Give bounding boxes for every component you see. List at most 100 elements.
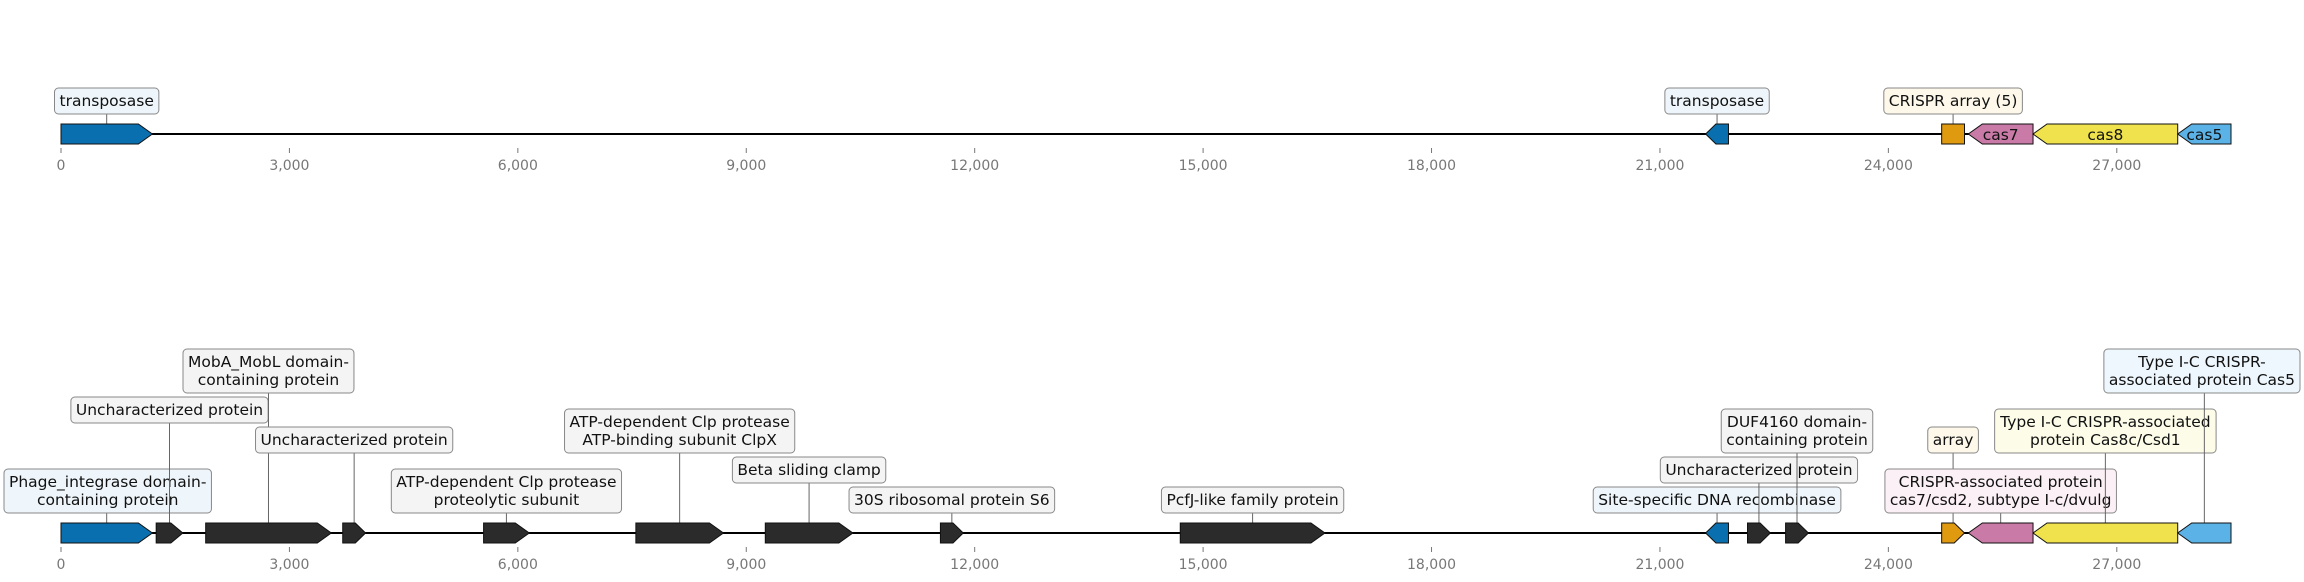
feature-label: Beta sliding clamp xyxy=(737,461,880,479)
gene-transposase xyxy=(1704,522,1729,544)
gene-transposase xyxy=(60,123,154,145)
axis-tick-label: 27,000 xyxy=(2092,557,2141,573)
gene-label: cas5 xyxy=(2186,126,2222,144)
feature-label-box: PcfJ-like family protein xyxy=(1160,486,1345,514)
gene-transposase xyxy=(1704,123,1729,145)
feature-label: Type I-C CRISPR-associated protein Cas8c/… xyxy=(1999,413,2210,449)
label-box-frame xyxy=(564,408,796,454)
feature-label-box: transposase xyxy=(1664,87,1770,115)
feature-label: transposase xyxy=(1670,92,1764,110)
feature-label: transposase xyxy=(60,92,154,110)
gene-feature xyxy=(1747,522,1772,544)
feature-label: 30S ribosomal protein S6 xyxy=(854,491,1050,509)
gene-feature xyxy=(483,522,531,544)
label-box-frame xyxy=(1884,468,2117,514)
axis-tick-label: 9,000 xyxy=(726,158,766,174)
gene-transposase xyxy=(60,522,154,544)
gene-cas5 xyxy=(2176,123,2232,145)
gene-array xyxy=(1941,123,1966,145)
feature-label-box: Type I-C CRISPR-associated protein Cas8c/… xyxy=(1994,408,2217,454)
gene-cas7 xyxy=(1967,522,2034,544)
feature-label-box: array xyxy=(1927,426,1979,454)
feature-label-box: Uncharacterized protein xyxy=(1659,456,1859,484)
gene-feature xyxy=(635,522,725,544)
axis-tick-label: 9,000 xyxy=(726,557,766,573)
feature-label: Uncharacterized protein xyxy=(76,401,263,419)
label-box-frame xyxy=(1659,456,1859,484)
feature-labels: transposase transposase CRISPR array (5) xyxy=(54,87,2023,124)
label-box-frame xyxy=(1664,87,1770,115)
gene-label: cas8 xyxy=(2087,126,2123,144)
gene-array xyxy=(1941,522,1966,544)
feature-label: array xyxy=(1933,431,1974,449)
axis-tick-label: 24,000 xyxy=(1864,158,1913,174)
feature-label: ATP-dependent Clp protease proteolytic su… xyxy=(396,473,616,509)
feature-label: CRISPR-associated protein cas7/csd2, subt… xyxy=(1890,473,2112,509)
feature-label: Uncharacterized protein xyxy=(1665,461,1852,479)
axis-tick-label: 15,000 xyxy=(1179,557,1228,573)
axis-tick-label: 27,000 xyxy=(2092,158,2141,174)
label-box-frame xyxy=(3,468,212,514)
feature-labels: Phage_integrase domain-containing protei… xyxy=(3,348,2301,523)
gene-feature xyxy=(1785,522,1810,544)
feature-label: PcfJ-like family protein xyxy=(1166,491,1338,509)
feature-label-box: MobA_MobL domain-containing protein xyxy=(182,348,355,394)
axis-tick-label: 15,000 xyxy=(1179,158,1228,174)
gene-feature xyxy=(939,522,964,544)
feature-label: Site-specific DNA recombinase xyxy=(1598,491,1836,509)
feature-label-box: CRISPR-associated protein cas7/csd2, subt… xyxy=(1884,468,2117,514)
axis-tick-label: 24,000 xyxy=(1864,557,1913,573)
gene-feature xyxy=(342,522,367,544)
label-box-frame xyxy=(390,468,623,514)
gene-cas5 xyxy=(2176,522,2232,544)
label-box-frame xyxy=(1720,408,1874,454)
feature-label-box: Type I-C CRISPR-associated protein Cas5 xyxy=(2103,348,2301,394)
feature-label-box: ATP-dependent Clp protease proteolytic su… xyxy=(390,468,623,514)
label-box-frame xyxy=(731,456,887,484)
feature-label: Uncharacterized protein xyxy=(261,431,448,449)
label-box-frame xyxy=(1883,87,2023,115)
axis-tick-label: 6,000 xyxy=(498,557,538,573)
label-box-frame xyxy=(1994,408,2217,454)
gene-label: cas7 xyxy=(1983,126,2019,144)
gene-cas8 xyxy=(2032,522,2179,544)
feature-label: Phage_integrase domain-containing protei… xyxy=(9,473,206,509)
feature-label: MobA_MobL domain-containing protein xyxy=(188,353,349,389)
feature-label-box: Uncharacterized protein xyxy=(255,426,454,454)
feature-label-box: Site-specific DNA recombinase xyxy=(1592,486,1842,514)
gene-cas8 xyxy=(2032,123,2179,145)
feature-label: DUF4160 domain-containing protein xyxy=(1726,413,1868,449)
axis-tick-label: 18,000 xyxy=(1407,158,1456,174)
gene-feature xyxy=(1179,522,1326,544)
feature-label-box: DUF4160 domain-containing protein xyxy=(1720,408,1874,454)
axis-tick-label: 21,000 xyxy=(1635,158,1684,174)
feature-label: CRISPR array (5) xyxy=(1889,92,2018,110)
track-top: 0 3,000 6,000 9,000 12,000 15,000 18,000 21,000… xyxy=(54,87,2232,174)
label-box-frame xyxy=(182,348,355,394)
feature-label: ATP-dependent Clp protease ATP-binding su… xyxy=(570,413,790,449)
feature-label-box: CRISPR array (5) xyxy=(1883,87,2023,115)
feature-label-box: transposase xyxy=(54,87,160,115)
label-box-frame xyxy=(54,87,160,115)
axis-tick-label: 0 xyxy=(57,557,66,573)
feature-label-box: Phage_integrase domain-containing protei… xyxy=(3,468,212,514)
label-box-frame xyxy=(1160,486,1345,514)
feature-label-box: ATP-dependent Clp protease ATP-binding su… xyxy=(564,408,796,454)
axis-tick-label: 21,000 xyxy=(1635,557,1684,573)
label-box-frame xyxy=(255,426,454,454)
axis-tick-label: 6,000 xyxy=(498,158,538,174)
feature-label: Type I-C CRISPR-associated protein Cas5 xyxy=(2109,353,2295,389)
axis-tick-label: 18,000 xyxy=(1407,557,1456,573)
gene-cas7 xyxy=(1967,123,2034,145)
gene-feature xyxy=(155,522,184,544)
axis-tick-label: 3,000 xyxy=(269,158,309,174)
gene-feature xyxy=(205,522,333,544)
axis-tick-label: 12,000 xyxy=(950,557,999,573)
label-box-frame xyxy=(1592,486,1842,514)
label-box-frame xyxy=(1927,426,1979,454)
axis-tick-label: 3,000 xyxy=(269,557,309,573)
label-box-frame xyxy=(2103,348,2301,394)
label-box-frame xyxy=(848,486,1056,514)
axis-tick-label: 0 xyxy=(57,158,66,174)
